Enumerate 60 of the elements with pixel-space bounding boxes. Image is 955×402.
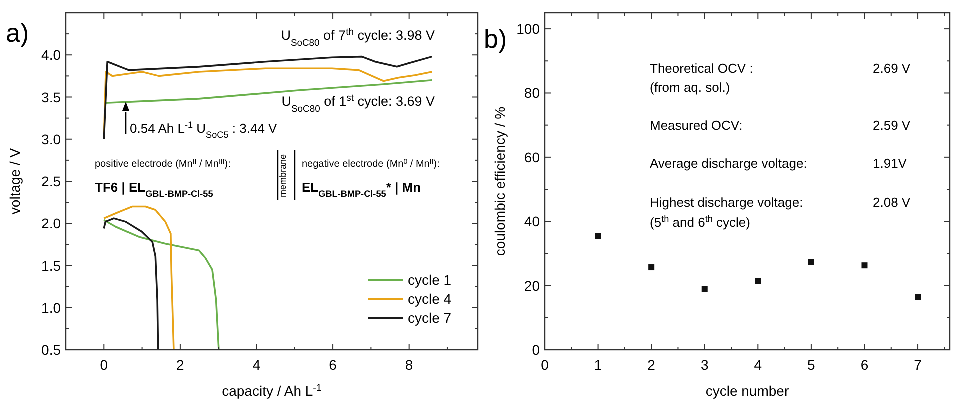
legend-label: cycle 7 <box>408 310 452 326</box>
y-axis-title: coulombic efficiency / % <box>492 106 508 256</box>
annotation: 0.54 Ah L$^{-1}$ U$_{SoC5}$ : 3.44 V <box>130 120 278 140</box>
annotation: 1.91V <box>873 156 908 171</box>
y-tick-label: 2.5 <box>42 174 62 190</box>
point <box>702 286 708 292</box>
annotation: Highest discharge voltage: <box>650 195 804 210</box>
annotation: Average discharge voltage: <box>650 156 808 171</box>
x-axis-title: cycle number <box>706 383 790 399</box>
point <box>915 294 922 300</box>
y-tick-label: 0 <box>532 342 540 358</box>
y-tick-label: 3.5 <box>42 89 62 106</box>
y-tick-label: 3.0 <box>42 131 62 148</box>
point <box>808 259 814 266</box>
x-tick-label: 2 <box>648 357 656 373</box>
point <box>755 278 762 284</box>
annotation: EL$_{GBL-BMP-Cl-55}$* | Mn <box>302 180 422 199</box>
x-tick-label: 4 <box>252 357 261 373</box>
x-tick-label: 0 <box>100 357 108 373</box>
x-tick-label: 4 <box>754 357 762 373</box>
y-tick-label: 40 <box>524 214 540 230</box>
x-tick-label: 7 <box>914 357 922 373</box>
text: a) <box>6 18 30 48</box>
legend-label: cycle 1 <box>408 272 452 288</box>
point <box>595 233 602 240</box>
x-tick-label: 6 <box>329 357 338 373</box>
x-tick-label: 8 <box>405 357 414 373</box>
annotation: TF6 | EL$_{GBL-BMP-Cl-55}$ <box>95 180 214 199</box>
legend-label: cycle 4 <box>408 291 452 307</box>
x-axis-title: capacity / Ah L$^{-1}$ <box>222 382 322 399</box>
y-axis-title: voltage / V <box>7 148 23 215</box>
point <box>862 262 868 269</box>
x-tick-label: 1 <box>594 357 602 373</box>
y-tick-label: 1.0 <box>42 300 62 316</box>
y-tick-label: 2.0 <box>42 216 62 232</box>
annotation: U$_{SoC80}$ of 1$^{st}$ cycle: 3.69 V <box>282 92 435 114</box>
annotation: 2.69 V <box>873 61 911 76</box>
x-tick-label: 2 <box>176 357 185 373</box>
x-tick-label: 3 <box>700 357 709 373</box>
annotation: 2.08 V <box>873 195 911 210</box>
y-tick-label: 20 <box>524 278 540 294</box>
annotation: Theoretical OCV : <box>650 61 754 76</box>
annotation: U$_{SoC80}$ of 7$^{th}$ cycle: 3.98 V <box>281 26 435 48</box>
y-tick-label: 80 <box>524 85 540 102</box>
y-tick-label: 0.5 <box>42 342 62 358</box>
x-tick-label: 5 <box>808 357 816 373</box>
annotation: (from aq. sol.) <box>650 80 730 95</box>
annotation: (5$^{th}$ and 6$^{th}$ cycle) <box>650 214 750 230</box>
text: b) <box>484 24 508 54</box>
annotation: Measured OCV: <box>650 118 743 133</box>
y-tick-label: 100 <box>516 21 540 38</box>
y-tick-label: 4.0 <box>42 47 62 64</box>
annotation: negative electrode (Mn$^{0}$ / Mn$^{II}$): <box>302 158 440 170</box>
annotation: membrane <box>278 154 288 198</box>
x-tick-label: 6 <box>860 357 869 373</box>
y-tick-label: 60 <box>524 149 540 166</box>
point <box>648 264 655 271</box>
y-tick-label: 1.5 <box>42 258 62 274</box>
annotation: positive electrode (Mn$^{II}$ / Mn$^{III}$): <box>95 158 231 170</box>
annotation: 2.59 V <box>873 118 911 133</box>
